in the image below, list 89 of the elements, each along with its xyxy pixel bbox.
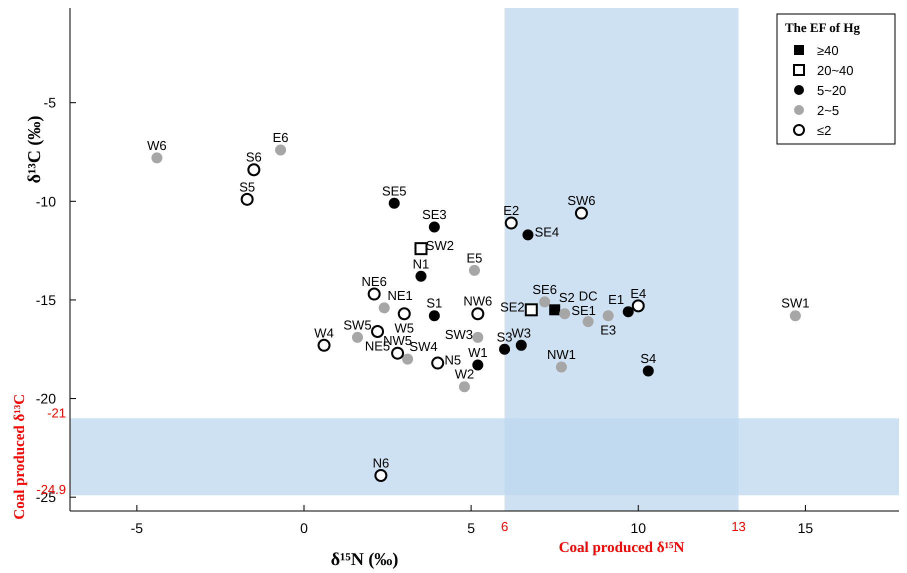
annotation: NW6: [463, 294, 492, 309]
point: [556, 362, 567, 373]
annotation: S4: [640, 350, 656, 366]
point: [504, 216, 518, 230]
annotation: S3: [496, 329, 513, 344]
point: [472, 360, 484, 371]
band-label: Coal produced δ¹³C: [12, 394, 28, 520]
point: [378, 302, 390, 314]
annotation: N1: [412, 256, 430, 272]
annotation: E3: [600, 322, 616, 338]
annotation: E2: [503, 203, 520, 218]
annotation: 6: [500, 519, 508, 534]
annotation: SW6: [567, 193, 596, 208]
legend-label: ≤2: [817, 123, 832, 138]
annotation: NE1: [387, 288, 413, 303]
x-tick-label: -5: [130, 520, 144, 536]
point: [559, 308, 570, 320]
y-axis-title: δ¹³C (‰): [24, 116, 44, 184]
annotation: SE3: [422, 206, 447, 222]
legend-label: 5~20: [817, 83, 846, 98]
x-tick-label: 15: [798, 520, 814, 536]
annotation: NE6: [362, 274, 387, 290]
point: [374, 468, 388, 482]
point: [388, 198, 400, 209]
annotation: SE2: [500, 299, 525, 314]
point: [522, 229, 534, 240]
annotation: W3: [512, 325, 532, 340]
annotation: SE5: [382, 183, 407, 198]
annotation: S6: [246, 150, 262, 165]
annotation: W4: [314, 325, 334, 340]
point: [642, 365, 654, 376]
annotation: E4: [630, 286, 646, 301]
annotation: W1: [468, 345, 488, 360]
band-label: Coal produced δ¹⁵N: [558, 540, 685, 556]
annotation: S1: [426, 296, 442, 311]
point: [472, 332, 484, 343]
annotation: N6: [372, 455, 390, 470]
point: [516, 340, 527, 351]
legend-label: 20~40: [817, 63, 854, 78]
y-tick-label: -10: [36, 193, 56, 210]
annotation: W5: [394, 320, 414, 336]
annotation: DC: [578, 288, 598, 304]
annotation: -21: [47, 405, 66, 420]
annotation: SW5: [343, 317, 372, 332]
point: [790, 310, 801, 322]
y-tick-label: -15: [36, 292, 56, 308]
x-tick-label: 10: [630, 520, 646, 536]
annotation: S2: [558, 290, 575, 305]
point: [415, 270, 426, 282]
y-tick-label: -20: [36, 390, 56, 407]
point: [414, 242, 428, 256]
annotation: E6: [272, 130, 289, 146]
point: [428, 310, 440, 322]
point: [539, 296, 550, 308]
annotation: E1: [608, 292, 624, 307]
annotation: W6: [147, 138, 167, 153]
point: [428, 221, 440, 232]
point: [402, 354, 414, 365]
annotation: SE4: [534, 224, 560, 240]
point: [524, 303, 538, 316]
x-axis-title: δ¹⁵N (‰): [330, 549, 398, 569]
point: [468, 264, 480, 276]
point: [632, 299, 645, 312]
annotation: 13: [731, 519, 746, 534]
point: [574, 206, 588, 220]
point: [602, 310, 614, 322]
annotation: SW1: [781, 296, 810, 311]
annotation: N5: [444, 352, 462, 368]
annotation: SE6: [532, 282, 557, 297]
annotation: NW1: [546, 347, 576, 362]
point: [582, 316, 594, 328]
point: [622, 306, 634, 318]
point: [549, 304, 560, 316]
point: [458, 381, 470, 392]
x-tick-label: 5: [467, 520, 476, 536]
legend-title: The EF of Hg: [785, 20, 860, 35]
annotation: S5: [239, 179, 256, 194]
annotation: E5: [466, 250, 482, 266]
y-tick-label: -5: [44, 94, 56, 111]
point: [352, 332, 363, 343]
legend-label: 2~5: [817, 103, 840, 118]
annotation: SW3: [444, 326, 473, 342]
annotation: W2: [454, 366, 474, 382]
x-tick-label: 0: [300, 520, 308, 536]
legend-label: ≥40: [817, 43, 839, 58]
point: [499, 344, 510, 355]
point: [275, 144, 286, 156]
annotation: SE1: [571, 303, 596, 318]
point: [151, 152, 162, 164]
